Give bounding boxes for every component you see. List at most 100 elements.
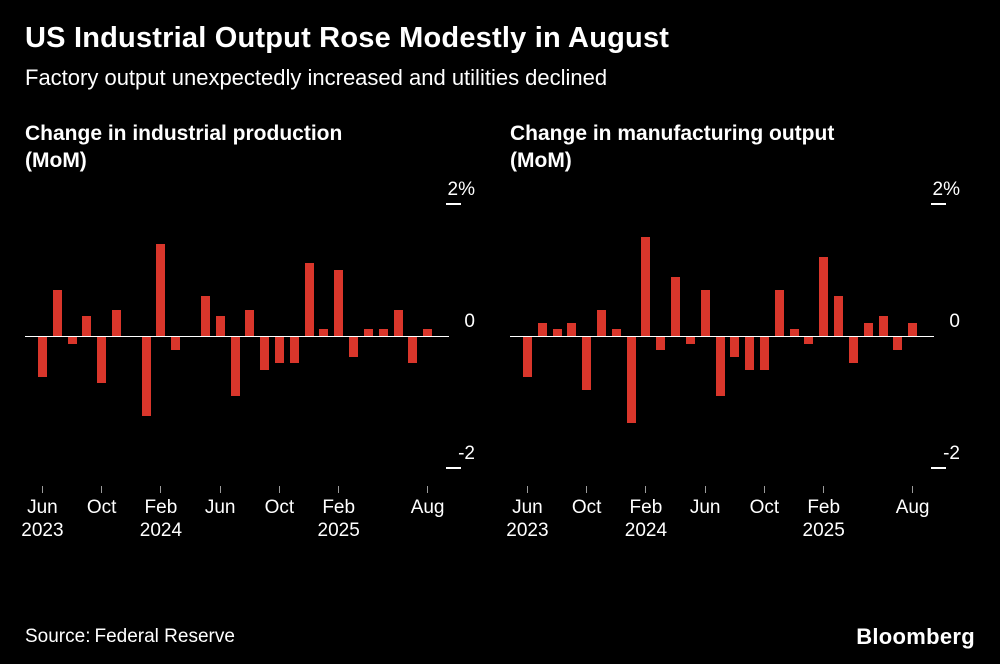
x-tick-label: Feb 2024: [624, 497, 668, 541]
x-tick-label: Aug: [895, 497, 930, 518]
bar: [878, 316, 888, 336]
x-tick-label: Oct: [571, 497, 602, 518]
bar: [863, 323, 873, 336]
bar: [626, 337, 636, 423]
source-label: Source:: [25, 626, 91, 647]
bar: [260, 337, 270, 370]
x-tick-label: Oct: [86, 497, 117, 518]
bar: [378, 329, 388, 336]
chart-title-manufacturing-output: Change in manufacturing output (MoM): [510, 122, 835, 172]
bar: [745, 337, 755, 370]
bar: [656, 337, 666, 350]
footer: Source: Federal Reserve Bloomberg: [25, 624, 975, 650]
y-tick-label: 0: [464, 311, 475, 332]
x-tick-label: Jun 2023: [21, 497, 64, 541]
x-tick-label: Aug: [410, 497, 445, 518]
bar: [582, 337, 592, 390]
x-axis-industrial-production: Jun 2023 Oct Feb 2024 Jun Oct Feb 2025 Aug: [21, 486, 477, 541]
y-tick-label: -2: [943, 443, 960, 464]
bars-area: [25, 186, 445, 486]
zero-axis-line: [510, 336, 934, 337]
x-tick-label: Feb 2025: [802, 497, 845, 541]
plot-area-manufacturing-output: 2% 0 -2: [510, 179, 962, 486]
x-tick-label: Jun: [204, 497, 236, 518]
x-tick-mark: [586, 486, 588, 493]
bar: [245, 310, 255, 336]
x-tick-mark: [219, 486, 221, 493]
bar: [893, 337, 903, 350]
bar: [597, 310, 606, 336]
y-tick-mark: [446, 467, 461, 469]
bar: [567, 323, 577, 336]
source-note: Source: Federal Reserve: [25, 626, 239, 648]
y-tick-label: 2%: [932, 179, 960, 200]
x-tick-label: Feb 2025: [317, 497, 360, 541]
chart-title-industrial-production: Change in industrial production (MoM): [25, 122, 343, 172]
chart-panel-industrial-production: Change in industrial production (MoM) 2%…: [21, 120, 477, 541]
x-tick-label: Oct: [749, 497, 780, 518]
y-tick-mark: [446, 203, 461, 205]
bar: [423, 329, 433, 336]
x-tick-mark: [526, 486, 528, 493]
y-tick-label: 2%: [447, 179, 475, 200]
x-tick-mark: [704, 486, 706, 493]
bar: [334, 270, 344, 336]
bar: [552, 329, 562, 336]
y-tick-label: 0: [949, 311, 960, 332]
chart-card: US Industrial Output Rose Modestly in Au…: [21, 22, 975, 541]
bar: [349, 337, 358, 357]
bar: [789, 329, 799, 336]
x-tick-mark: [645, 486, 647, 493]
charts-row: Change in industrial production (MoM) 2%…: [21, 120, 975, 541]
x-tick-mark: [823, 486, 825, 493]
bar: [730, 337, 740, 357]
bars-area: [510, 186, 930, 486]
x-tick-mark: [160, 486, 162, 493]
x-tick-label: Oct: [264, 497, 295, 518]
plot-area-industrial-production: 2% 0 -2: [25, 179, 477, 486]
bar: [112, 310, 121, 336]
bar: [908, 323, 918, 336]
bar: [537, 323, 547, 336]
y-tick-mark: [931, 467, 946, 469]
page-title: US Industrial Output Rose Modestly in Au…: [25, 22, 670, 54]
bar: [200, 296, 210, 336]
zero-axis-line: [25, 336, 449, 337]
y-tick-label: -2: [458, 443, 475, 464]
bar: [289, 337, 299, 363]
bar: [304, 263, 314, 336]
bar: [171, 337, 181, 350]
x-tick-label: Jun: [689, 497, 721, 518]
bar: [611, 329, 621, 336]
x-tick-mark: [427, 486, 429, 493]
bar: [700, 290, 710, 336]
bar: [834, 296, 843, 336]
x-tick-mark: [41, 486, 43, 493]
y-tick-mark: [931, 203, 946, 205]
bar: [319, 329, 329, 336]
bar: [522, 337, 532, 377]
x-tick-label: Feb 2024: [139, 497, 183, 541]
bar: [774, 290, 784, 336]
bar: [685, 337, 695, 344]
bar: [671, 277, 681, 336]
bar: [715, 337, 725, 396]
bar: [804, 337, 814, 344]
bar: [156, 244, 166, 336]
bar: [67, 337, 77, 344]
bar: [363, 329, 373, 336]
bar: [52, 290, 62, 336]
bar: [37, 337, 47, 377]
bar: [141, 337, 151, 416]
bar: [230, 337, 240, 396]
x-axis-manufacturing-output: Jun 2023 Oct Feb 2024 Jun Oct Feb 2025 Aug: [506, 486, 962, 541]
x-tick-label: Jun 2023: [506, 497, 549, 541]
x-tick-mark: [101, 486, 103, 493]
bar: [393, 310, 403, 336]
page-subtitle: Factory output unexpectedly increased an…: [25, 65, 608, 90]
x-tick-mark: [912, 486, 914, 493]
bar: [759, 337, 769, 370]
bar: [848, 337, 858, 363]
chart-panel-manufacturing-output: Change in manufacturing output (MoM) 2% 0…: [506, 120, 962, 541]
x-tick-mark: [338, 486, 340, 493]
